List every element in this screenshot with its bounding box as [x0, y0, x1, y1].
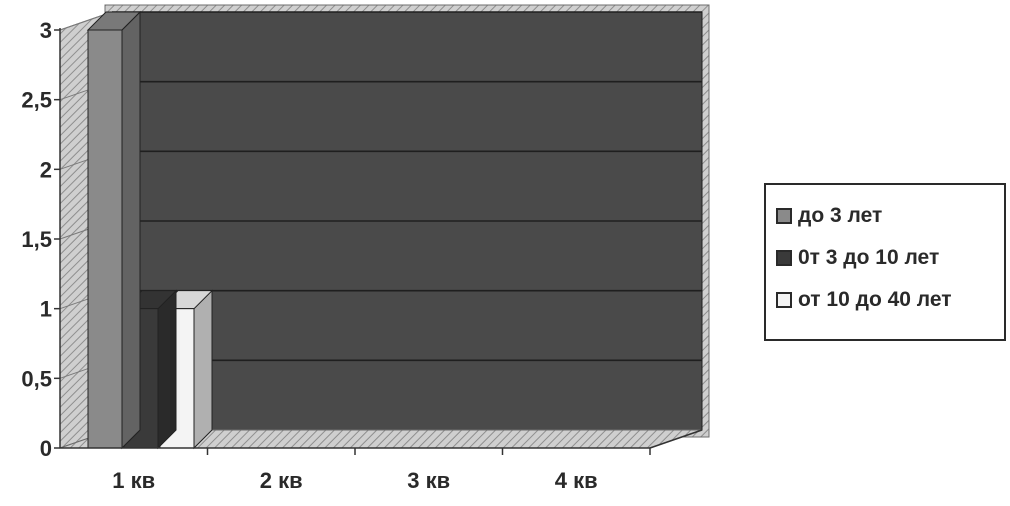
legend-item: 0т 3 до 10 лет: [776, 237, 1004, 279]
bar-side: [157, 289, 177, 450]
x-tick-label: 3 кв: [407, 468, 450, 493]
y-tick-label: 0: [40, 436, 52, 461]
legend: до 3 лет 0т 3 до 10 лет от 10 до 40 лет: [764, 183, 1006, 341]
x-tick-label: 2 кв: [260, 468, 303, 493]
legend-swatch-series-3: [776, 292, 792, 308]
legend-item: от 10 до 40 лет: [776, 279, 1004, 321]
bar-side: [193, 289, 213, 450]
x-tick-label: 1 кв: [112, 468, 155, 493]
legend-swatch-series-1: [776, 208, 792, 224]
x-axis-depth: [649, 429, 703, 449]
bar-side: [121, 10, 141, 450]
y-tick-label: 2,5: [21, 88, 52, 113]
x-tick-label: 4 кв: [555, 468, 598, 493]
legend-label: 0т 3 до 10 лет: [798, 246, 940, 269]
bar: [87, 29, 123, 449]
legend-label: до 3 лет: [798, 204, 883, 227]
y-tick-label: 3: [40, 18, 52, 43]
legend-swatch-series-2: [776, 250, 792, 266]
legend-label: от 10 до 40 лет: [798, 288, 952, 311]
y-tick-label: 2: [40, 157, 52, 182]
y-tick-label: 1: [40, 297, 52, 322]
legend-item: до 3 лет: [776, 195, 1004, 237]
y-tick-label: 0,5: [21, 366, 52, 391]
y-tick-label: 1,5: [21, 227, 52, 252]
